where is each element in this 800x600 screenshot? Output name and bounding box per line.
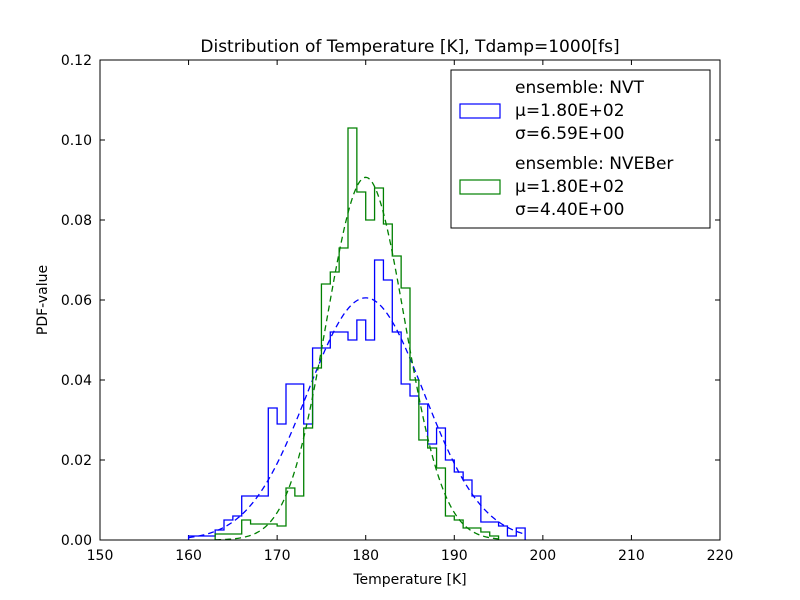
legend-nveber-sigma: σ=4.40E+00: [515, 200, 625, 220]
histogram-step-line: [187, 259, 526, 540]
series-nvt: [187, 259, 526, 540]
y-tick-label: 0.02: [61, 453, 92, 469]
histogram-step-line: [214, 127, 500, 540]
legend-swatch-nvt: [459, 103, 501, 119]
legend: ensemble: NVT μ=1.80E+02 σ=6.59E+00 ense…: [450, 69, 711, 229]
x-axis-label: Temperature [K]: [352, 572, 466, 588]
y-tick-label: 0.08: [61, 213, 92, 229]
y-tick-label: 0.10: [61, 133, 92, 149]
gaussian-fit-curve: [188, 297, 526, 539]
gaussian-fit-curve: [215, 176, 499, 541]
plot-frame: [99, 59, 721, 541]
legend-nvt-sigma: σ=6.59E+00: [515, 124, 625, 144]
y-axis-ticks: 0.00 0.02 0.04 0.06 0.08 0.10 0.12: [61, 53, 720, 549]
x-tick-label: 160: [175, 548, 202, 564]
legend-nveber-mu: μ=1.80E+02: [515, 177, 625, 197]
series-layer: [187, 127, 526, 541]
x-tick-label: 190: [441, 548, 468, 564]
series-nveber: [214, 127, 500, 541]
x-tick-label: 180: [352, 548, 379, 564]
legend-swatch-nveber: [459, 179, 501, 195]
y-tick-label: 0.00: [61, 533, 92, 549]
y-tick-label: 0.06: [61, 293, 92, 309]
x-tick-label: 200: [529, 548, 556, 564]
x-tick-label: 150: [87, 548, 114, 564]
x-tick-label: 210: [618, 548, 645, 564]
x-tick-label: 220: [707, 548, 734, 564]
legend-nveber-name: ensemble: NVEBer: [515, 154, 673, 174]
y-tick-label: 0.12: [61, 53, 92, 69]
legend-nvt-name: ensemble: NVT: [515, 78, 645, 98]
legend-nvt-mu: μ=1.80E+02: [515, 101, 625, 121]
x-axis-ticks: 150 160 170 180 190 200 210 220: [87, 60, 734, 564]
legend-box: [450, 69, 711, 229]
y-tick-label: 0.04: [61, 373, 92, 389]
x-tick-label: 170: [264, 548, 291, 564]
chart-title: Distribution of Temperature [K], Tdamp=1…: [200, 37, 619, 57]
y-axis-label: PDF-value: [35, 265, 51, 335]
